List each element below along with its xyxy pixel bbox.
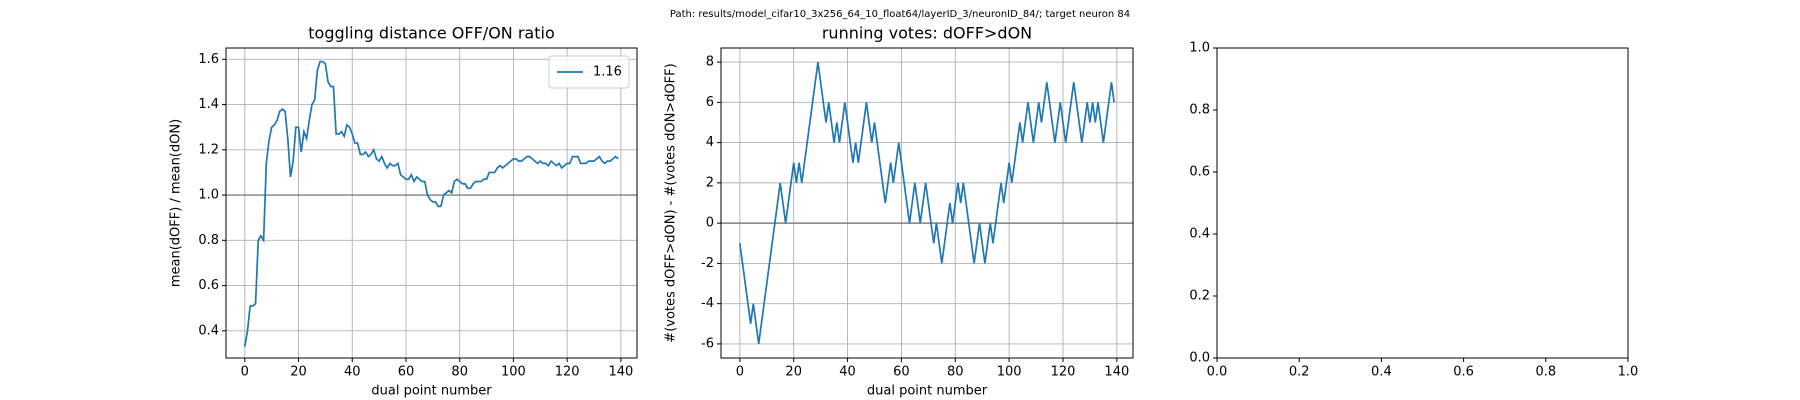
x-tick-label: 40 bbox=[839, 365, 856, 380]
x-tick-label: 0.2 bbox=[1289, 365, 1310, 380]
x-tick-label: 20 bbox=[290, 365, 307, 380]
y-tick-label: 0.8 bbox=[1189, 103, 1210, 118]
x-tick-label: 100 bbox=[997, 365, 1022, 380]
axes-frame bbox=[225, 47, 638, 359]
y-tick-label: 8 bbox=[706, 55, 714, 70]
y-tick-label: 0.6 bbox=[1189, 165, 1210, 180]
x-tick-label: 40 bbox=[344, 365, 361, 380]
chart-title: toggling distance OFF/ON ratio bbox=[308, 24, 554, 43]
y-tick-label: 0.4 bbox=[198, 323, 219, 338]
x-tick-label: 0.4 bbox=[1371, 365, 1392, 380]
chart-title: running votes: dOFF>dON bbox=[822, 24, 1032, 43]
axes-frame bbox=[1216, 47, 1629, 359]
x-tick-label: 1.0 bbox=[1618, 365, 1639, 380]
y-tick-label: 1.0 bbox=[198, 188, 219, 203]
x-tick-label: 0.0 bbox=[1207, 365, 1228, 380]
x-tick-label: 20 bbox=[785, 365, 802, 380]
x-tick-label: 0.8 bbox=[1535, 365, 1556, 380]
y-axis-label: #(votes dOFF>dON) - #(votes dON>dOFF) bbox=[664, 63, 679, 342]
x-tick-label: 80 bbox=[451, 365, 468, 380]
x-tick-label: 80 bbox=[947, 365, 964, 380]
x-tick-label: 120 bbox=[1051, 365, 1076, 380]
x-tick-label: 0.6 bbox=[1453, 365, 1474, 380]
y-tick-label: 0.0 bbox=[1189, 351, 1210, 366]
x-tick-label: 140 bbox=[1104, 365, 1129, 380]
plot-area bbox=[243, 60, 619, 347]
y-tick-label: 1.4 bbox=[198, 97, 219, 112]
plot-area bbox=[739, 61, 1115, 345]
y-tick-label: 4 bbox=[706, 135, 714, 150]
x-axis-label: dual point number bbox=[867, 384, 988, 399]
y-tick-label: 0.8 bbox=[198, 233, 219, 248]
legend-box bbox=[548, 55, 630, 89]
y-tick-label: -6 bbox=[701, 336, 714, 351]
line bbox=[739, 61, 1115, 345]
x-tick-label: 0 bbox=[736, 365, 744, 380]
line bbox=[243, 60, 619, 347]
y-tick-label: 1.6 bbox=[198, 52, 219, 67]
x-tick-label: 60 bbox=[398, 365, 415, 380]
x-tick-label: 120 bbox=[555, 365, 580, 380]
y-tick-label: 0.6 bbox=[198, 278, 219, 293]
y-tick-label: 0.4 bbox=[1189, 227, 1210, 242]
y-tick-label: -4 bbox=[701, 296, 714, 311]
x-tick-label: 140 bbox=[608, 365, 633, 380]
x-tick-label: 100 bbox=[501, 365, 526, 380]
y-tick-label: 0.2 bbox=[1189, 289, 1210, 304]
legend-label: 1.16 bbox=[593, 65, 622, 80]
y-axis-label: mean(dOFF) / mean(dON) bbox=[169, 119, 184, 287]
y-tick-label: -2 bbox=[701, 256, 714, 271]
x-tick-label: 0 bbox=[241, 365, 249, 380]
y-tick-label: 2 bbox=[706, 175, 714, 190]
y-tick-label: 1.2 bbox=[198, 142, 219, 157]
y-tick-label: 1.0 bbox=[1189, 41, 1210, 56]
figure-title: Path: results/model_cifar10_3x256_64_10_… bbox=[670, 9, 1130, 20]
x-tick-label: 60 bbox=[893, 365, 910, 380]
axes-frame bbox=[720, 47, 1134, 359]
y-tick-label: 0 bbox=[706, 216, 714, 231]
x-axis-label: dual point number bbox=[371, 384, 492, 399]
y-tick-label: 6 bbox=[706, 95, 714, 110]
